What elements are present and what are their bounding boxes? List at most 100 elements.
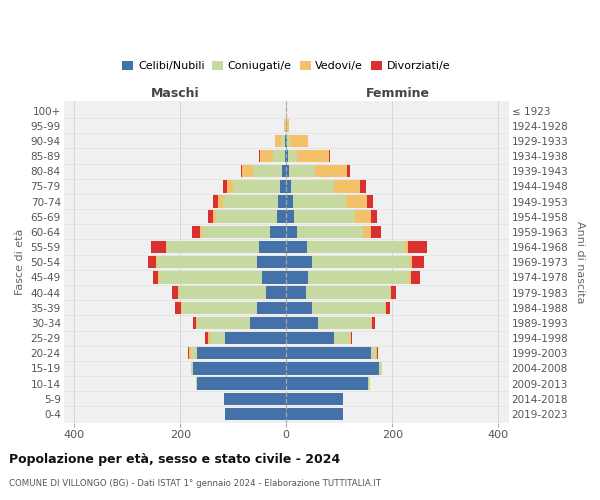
Bar [216,210,277,223]
Bar [294,210,355,223]
Bar [278,196,286,208]
Text: Popolazione per età, sesso e stato civile - 2024: Popolazione per età, sesso e stato civil… [9,452,340,466]
Bar [376,347,377,360]
Bar [351,332,352,344]
Bar [368,378,370,390]
Bar [355,210,371,223]
Bar [316,165,347,177]
Bar [371,210,377,223]
Bar [178,286,179,299]
Bar [386,302,390,314]
Legend: Celibi/Nubili, Coniugati/e, Vedovi/e, Divorziati/e: Celibi/Nubili, Coniugati/e, Vedovi/e, Di… [118,56,454,76]
Bar [363,226,371,238]
Bar [286,286,307,299]
Bar [286,150,288,162]
Bar [298,150,329,162]
Bar [371,347,376,360]
Bar [318,316,371,329]
Bar [307,286,390,299]
Bar [266,286,286,299]
Bar [371,316,372,329]
Bar [286,196,293,208]
Bar [311,302,385,314]
Text: Maschi: Maschi [151,87,199,100]
Bar [297,226,363,238]
Bar [223,180,227,192]
Bar [286,362,379,374]
Bar [292,180,334,192]
Bar [286,316,318,329]
Bar [225,408,286,420]
Bar [257,256,286,268]
Bar [193,362,286,374]
Bar [259,241,286,254]
Bar [179,286,266,299]
Bar [377,347,379,360]
Bar [172,286,178,299]
Bar [191,347,197,360]
Bar [202,226,270,238]
Bar [347,165,350,177]
Bar [205,332,208,344]
Bar [284,150,286,162]
Bar [191,362,193,374]
Bar [270,226,286,238]
Bar [262,271,286,283]
Bar [390,286,391,299]
Bar [159,271,262,283]
Bar [391,286,397,299]
Bar [412,256,424,268]
Bar [286,392,343,405]
Bar [197,347,286,360]
Bar [223,196,278,208]
Bar [284,120,286,132]
Bar [286,226,297,238]
Bar [151,241,166,254]
Text: Femmine: Femmine [365,87,430,100]
Bar [280,180,286,192]
Bar [286,271,308,283]
Bar [227,180,233,192]
Bar [218,196,223,208]
Bar [277,210,286,223]
Bar [371,226,380,238]
Bar [175,302,181,314]
Bar [188,347,189,360]
Bar [334,332,350,344]
Bar [293,196,346,208]
Bar [286,104,287,117]
Bar [157,256,257,268]
Bar [408,241,427,254]
Bar [329,150,330,162]
Bar [372,316,375,329]
Bar [286,332,334,344]
Bar [260,150,273,162]
Bar [193,316,196,329]
Bar [197,316,250,329]
Bar [286,302,311,314]
Bar [346,196,367,208]
Bar [273,150,284,162]
Bar [213,196,218,208]
Bar [224,392,286,405]
Bar [282,165,286,177]
Bar [286,408,343,420]
Bar [286,241,307,254]
Bar [158,271,159,283]
Bar [286,210,294,223]
Bar [253,165,282,177]
Bar [286,165,289,177]
Text: COMUNE DI VILLONGO (BG) - Dati ISTAT 1° gennaio 2024 - Elaborazione TUTTITALIA.I: COMUNE DI VILLONGO (BG) - Dati ISTAT 1° … [9,479,381,488]
Bar [211,332,225,344]
Bar [242,165,253,177]
Bar [167,241,259,254]
Bar [350,332,351,344]
Bar [257,302,286,314]
Bar [286,120,289,132]
Bar [289,165,316,177]
Bar [192,226,200,238]
Bar [288,150,298,162]
Bar [307,241,406,254]
Bar [189,347,191,360]
Bar [286,134,287,147]
